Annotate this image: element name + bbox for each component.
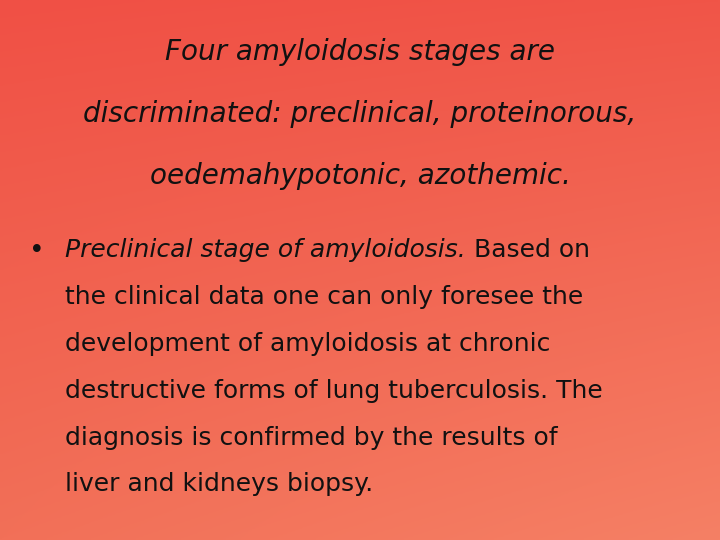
Text: liver and kidneys biopsy.: liver and kidneys biopsy. <box>65 472 373 496</box>
Text: diagnosis is confirmed by the results of: diagnosis is confirmed by the results of <box>65 426 557 449</box>
Text: Based on: Based on <box>466 238 590 261</box>
Text: destructive forms of lung tuberculosis. The: destructive forms of lung tuberculosis. … <box>65 379 603 402</box>
Text: Four amyloidosis stages are: Four amyloidosis stages are <box>165 38 555 66</box>
Text: development of amyloidosis at chronic: development of amyloidosis at chronic <box>65 332 550 355</box>
Text: Preclinical stage of amyloidosis.: Preclinical stage of amyloidosis. <box>65 238 466 261</box>
Text: discriminated: preclinical, proteinorous,: discriminated: preclinical, proteinorous… <box>84 100 636 128</box>
Text: the clinical data one can only foresee the: the clinical data one can only foresee t… <box>65 285 583 308</box>
Text: oedemahypotonic, azothemic.: oedemahypotonic, azothemic. <box>150 162 570 190</box>
Text: •: • <box>29 238 45 264</box>
